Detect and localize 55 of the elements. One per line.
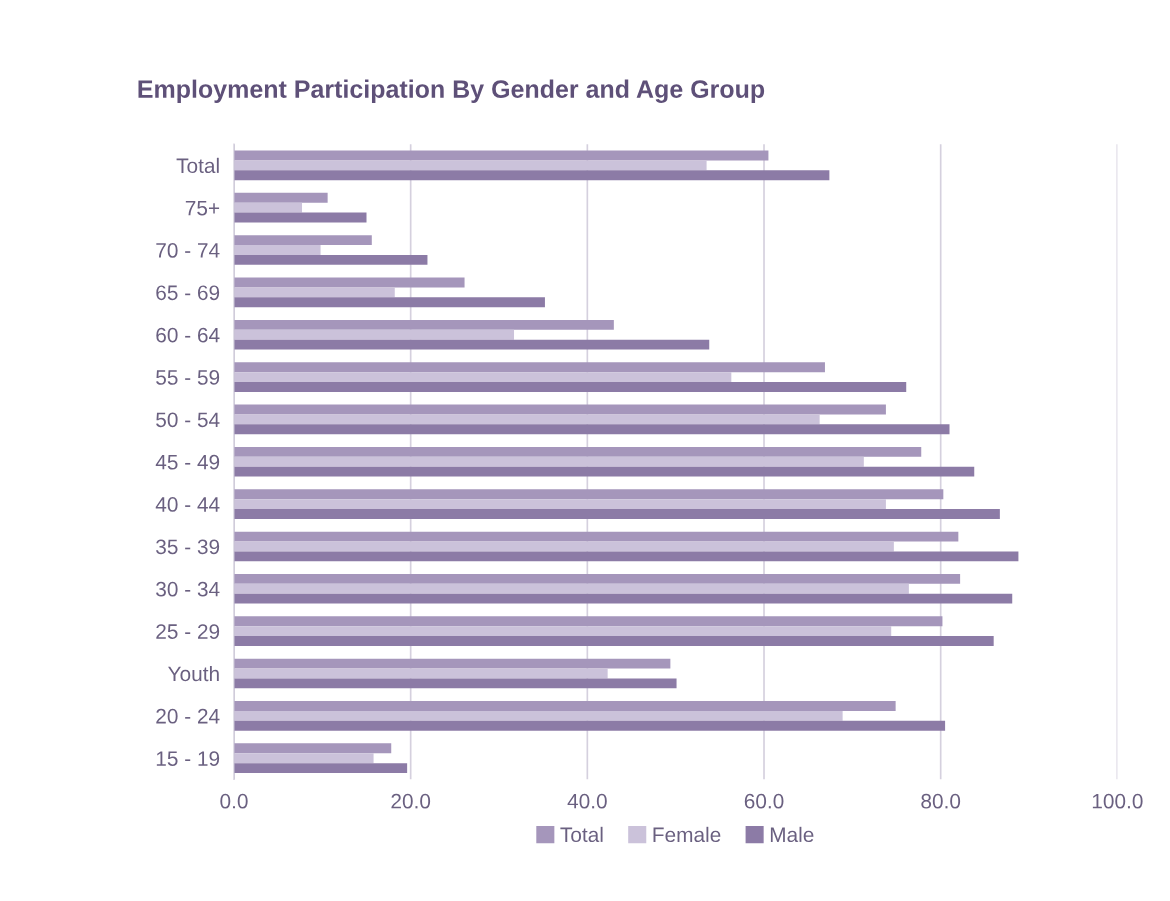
bar	[234, 277, 465, 288]
bar	[234, 339, 710, 350]
bar	[234, 551, 1019, 562]
bar	[234, 466, 975, 477]
bar	[234, 235, 372, 246]
bar	[234, 616, 943, 627]
bar	[234, 509, 1000, 519]
y-tick-label: 60 - 64	[156, 327, 220, 343]
y-tick-label: 45 - 49	[155, 454, 220, 470]
x-tick-label: 40.0	[567, 793, 607, 809]
x-tick-label: 0.0	[220, 793, 248, 809]
legend-label: Male	[770, 826, 814, 843]
y-tick-label: 25 - 29	[156, 624, 220, 639]
bar	[234, 658, 671, 669]
x-tick-label: 100.0	[1092, 793, 1143, 809]
bar	[234, 446, 922, 457]
bar	[234, 678, 677, 689]
bar	[234, 763, 408, 774]
bar	[234, 701, 896, 711]
y-tick-label: 65 - 69	[156, 285, 220, 301]
y-tick-label: 35 - 39	[156, 539, 220, 555]
chart-title: Employment Participation By Gender and Age Group	[138, 79, 765, 104]
y-tick-label: Total	[176, 157, 219, 174]
y-tick-label: 30 - 34	[156, 581, 220, 597]
y-tick-label: Youth	[168, 665, 219, 682]
x-tick-label: 60.0	[744, 793, 784, 809]
bar	[234, 192, 328, 203]
bar	[234, 170, 830, 181]
y-tick-label: 15 - 19	[156, 751, 220, 766]
bar	[234, 743, 392, 754]
bar	[234, 297, 545, 308]
y-tick-label: 75+	[185, 200, 220, 216]
x-tick-label: 80.0	[921, 793, 961, 809]
bar	[234, 362, 825, 373]
bar	[234, 212, 367, 223]
y-tick-label: 50 - 54	[156, 412, 220, 428]
bar	[234, 150, 769, 161]
legend-label: Female	[653, 826, 721, 843]
bar	[234, 573, 961, 584]
bar	[234, 531, 959, 542]
bar	[234, 254, 428, 265]
x-tick-label: 20.0	[391, 793, 431, 809]
legend-label: Total	[560, 826, 603, 843]
bar	[234, 382, 907, 392]
y-tick-label: 55 - 59	[156, 370, 220, 385]
bar	[234, 593, 1013, 604]
y-tick-label: 70 - 74	[156, 243, 220, 258]
bar	[234, 424, 950, 435]
bar	[234, 319, 614, 330]
bar	[234, 720, 946, 731]
bar	[234, 489, 944, 500]
y-tick-label: 20 - 24	[156, 708, 220, 724]
y-tick-label: 40 - 44	[155, 497, 220, 512]
bar	[234, 404, 886, 415]
bar	[234, 636, 994, 646]
